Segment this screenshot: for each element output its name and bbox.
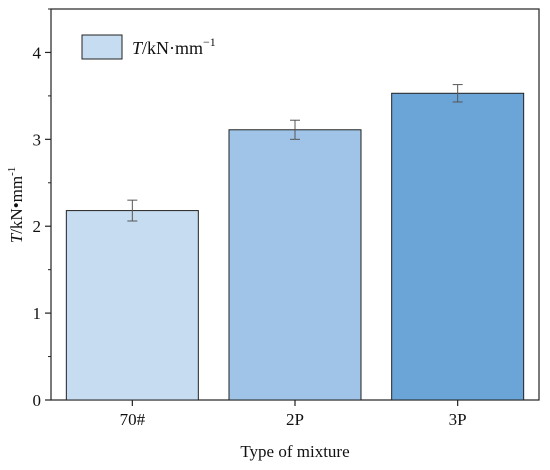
- y-axis: 0 1 2 3 4: [33, 8, 51, 410]
- y-axis-label-rest: /kN•mm: [7, 176, 26, 234]
- y-axis-label-sup: -1: [6, 167, 18, 176]
- x-axis: 70# 2P 3P: [120, 400, 467, 429]
- error-bars-group: [127, 84, 463, 222]
- legend-label: T/kN·mm−1: [132, 35, 216, 58]
- y-tick-label: 4: [33, 43, 42, 62]
- y-tick-label: 3: [33, 130, 42, 149]
- legend-swatch: [81, 34, 123, 60]
- y-tick-label: 1: [33, 304, 42, 323]
- y-axis-label-italic: T: [7, 232, 26, 243]
- y-tick-label: 0: [33, 391, 42, 410]
- legend: T/kN·mm−1: [81, 34, 216, 60]
- x-tick-label: 3P: [449, 410, 467, 429]
- x-axis-label: Type of mixture: [240, 442, 349, 461]
- legend-label-sup: −1: [203, 35, 216, 49]
- bar-3P: [391, 92, 525, 401]
- bar-2P: [228, 129, 362, 401]
- bar-70#: [65, 210, 199, 401]
- y-tick-label: 2: [33, 217, 42, 236]
- legend-label-rest: /kN·mm: [142, 38, 203, 58]
- x-tick-label: 70#: [120, 410, 146, 429]
- y-axis-label: T/kN•mm-1: [6, 167, 26, 244]
- legend-label-italic: T: [132, 38, 144, 58]
- x-tick-label: 2P: [286, 410, 304, 429]
